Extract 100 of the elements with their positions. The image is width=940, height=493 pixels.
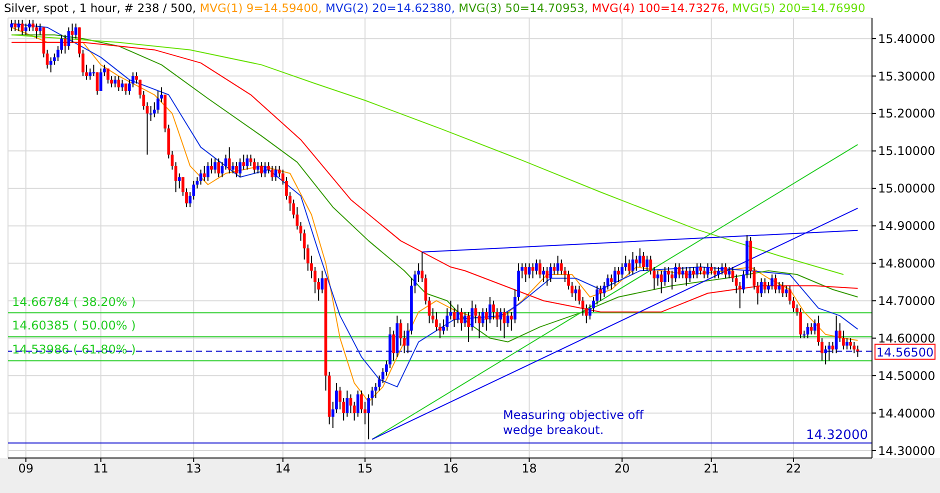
candlestick xyxy=(74,23,78,40)
candlestick xyxy=(599,285,602,302)
candlestick xyxy=(206,162,210,182)
candlestick xyxy=(710,262,713,276)
candlestick xyxy=(228,146,231,174)
candlestick xyxy=(296,206,299,230)
candlestick xyxy=(506,311,510,328)
x-tick-label: 21 xyxy=(704,462,719,476)
candlestick xyxy=(614,266,616,286)
candlestick xyxy=(14,19,17,32)
line-series xyxy=(11,34,844,276)
x-tick-label: 16 xyxy=(443,462,458,476)
candlestick xyxy=(238,158,242,178)
candlestick xyxy=(120,79,124,92)
candlestick xyxy=(634,255,638,272)
candlestick xyxy=(846,338,848,350)
candlestick xyxy=(178,172,181,189)
candlestick xyxy=(831,341,834,354)
ref-line-label: 14.60385 ( 50.00% ) xyxy=(12,318,136,333)
y-tick-label: 14.50000 xyxy=(878,368,936,383)
candlestick xyxy=(638,248,642,268)
candlestick xyxy=(235,162,238,178)
text: MVG(1) 9=14.59400, xyxy=(198,1,322,15)
y-tick-label: 15.00000 xyxy=(878,182,936,196)
text: MVG(4) 100=14.73276, xyxy=(590,1,729,15)
x-tick-label: 14 xyxy=(275,462,291,476)
y-tick-label: 14.90000 xyxy=(878,219,936,234)
x-tick-label: 11 xyxy=(93,462,108,476)
candlestick xyxy=(542,266,545,282)
candlestick xyxy=(456,304,460,324)
candlestick xyxy=(38,23,42,36)
candlestick xyxy=(28,19,31,32)
candlestick xyxy=(467,311,470,342)
candlestick xyxy=(828,341,831,362)
candlestick xyxy=(88,68,92,80)
candlestick xyxy=(642,252,645,272)
candlestick xyxy=(778,282,781,294)
candlestick xyxy=(546,266,549,286)
candlestick xyxy=(264,162,266,178)
candlestick xyxy=(692,266,695,279)
candlestick xyxy=(232,162,234,174)
candlestick xyxy=(217,158,220,178)
candlestick xyxy=(717,266,720,279)
chart-title: Silver, spot , 1 hour, # 238 / 500, xyxy=(4,1,196,15)
candlestick xyxy=(534,259,538,276)
candlestick xyxy=(356,390,360,418)
x-tick-label: 13 xyxy=(186,462,202,476)
candlestick xyxy=(684,266,688,286)
candlestick xyxy=(92,64,96,77)
candlestick xyxy=(484,308,488,332)
candlestick xyxy=(17,19,20,32)
candlestick xyxy=(852,341,856,354)
candlestick xyxy=(24,23,28,36)
candlestick xyxy=(549,262,552,282)
candlestick xyxy=(856,345,860,358)
candlestick xyxy=(149,106,152,122)
y-tick-label: 14.80000 xyxy=(878,256,936,271)
candlestick xyxy=(210,158,213,174)
candlestick xyxy=(656,270,660,286)
candlestick xyxy=(260,162,263,178)
y-tick-label: 14.70000 xyxy=(878,294,936,308)
ref-line-label: 14.56500 xyxy=(876,345,934,360)
candlestick xyxy=(256,162,260,174)
candlestick xyxy=(574,285,578,302)
candlestick xyxy=(99,68,102,92)
candlestick xyxy=(46,49,49,70)
x-tick-label: 18 xyxy=(522,462,537,476)
candlestick xyxy=(617,266,620,282)
candlestick xyxy=(538,259,542,279)
candlestick xyxy=(646,255,648,272)
text: MVG(5) 200=14.76990 xyxy=(731,1,866,15)
x-tick-label: 20 xyxy=(614,462,630,476)
candlestick xyxy=(799,308,802,339)
candlestick xyxy=(631,252,634,276)
candlestick xyxy=(202,165,206,182)
candlestick xyxy=(688,266,692,282)
candlestick xyxy=(774,274,778,294)
y-tick-label: 15.10000 xyxy=(878,144,936,158)
candlestick xyxy=(214,158,216,174)
candlestick xyxy=(242,154,246,170)
candlestick xyxy=(720,262,724,276)
candlestick xyxy=(35,23,38,40)
candlestick xyxy=(770,274,774,290)
y-tick-label: 15.20000 xyxy=(878,106,936,121)
ref-line-label: 14.66784 ( 38.20% ) xyxy=(12,294,136,309)
candlestick xyxy=(610,274,613,290)
candlestick xyxy=(49,56,52,73)
text: MVG(3) 50=14.70953, xyxy=(458,1,588,15)
candlestick xyxy=(724,262,728,279)
candlestick xyxy=(114,76,117,88)
candlestick xyxy=(696,262,698,279)
candlestick xyxy=(849,338,852,350)
ref-line-label: 14.32000 xyxy=(806,428,868,444)
candlestick xyxy=(699,262,702,276)
candlestick xyxy=(510,311,513,332)
candlestick xyxy=(117,76,120,92)
candlestick xyxy=(813,318,816,335)
candlestick xyxy=(763,278,766,294)
candlestick xyxy=(464,311,466,328)
candlestick xyxy=(10,19,13,32)
